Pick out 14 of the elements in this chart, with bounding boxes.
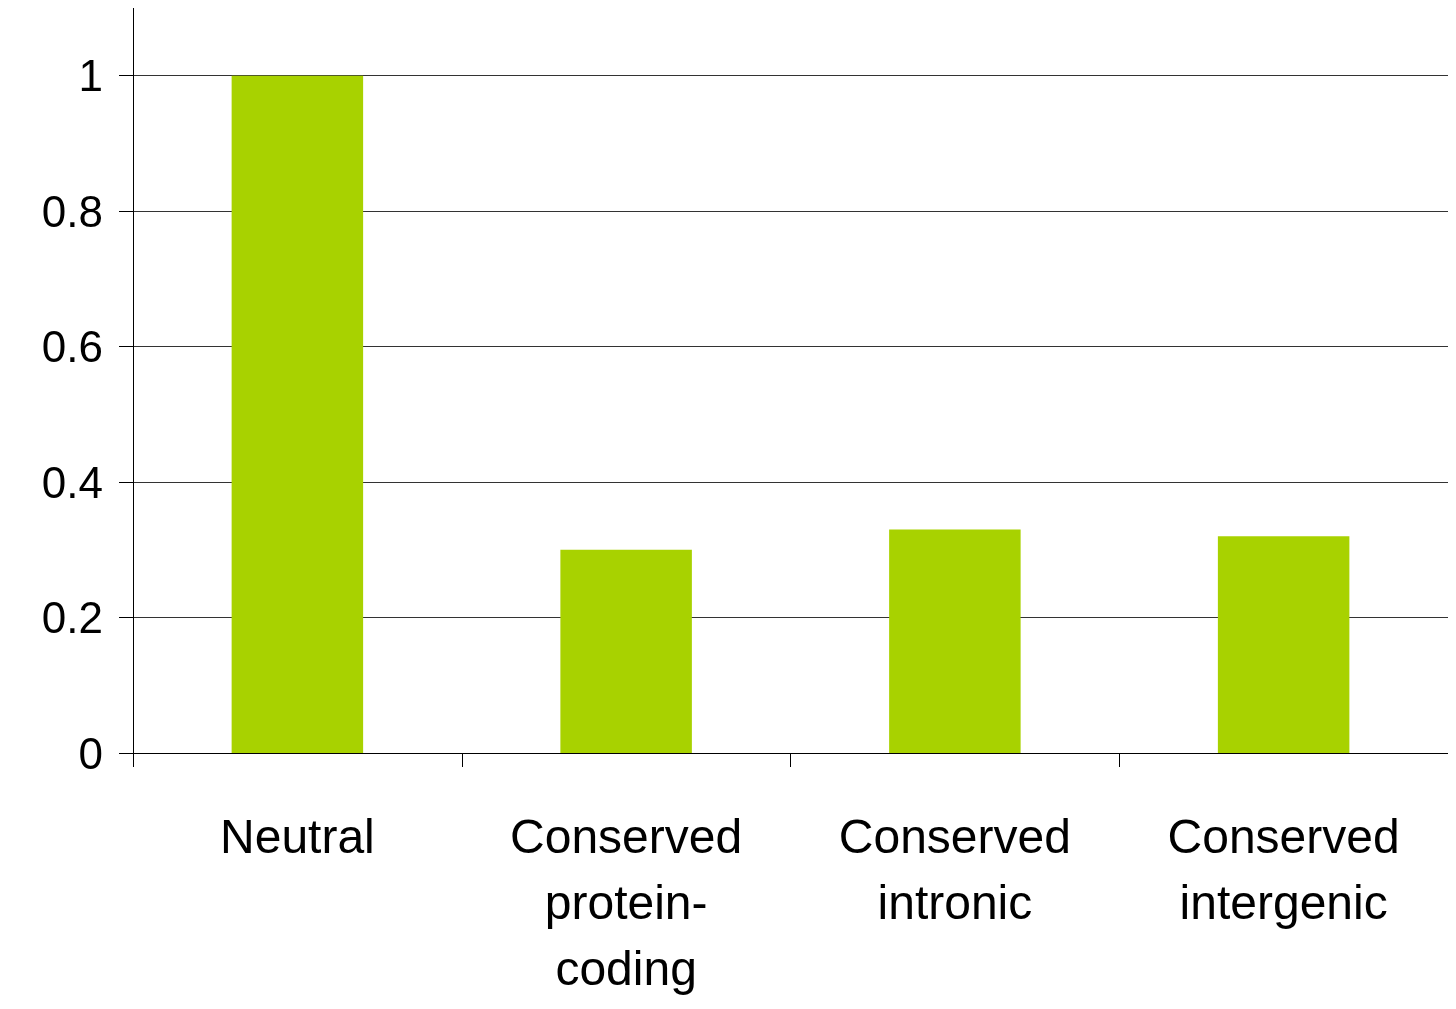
y-tick-label: 0.4 [41,457,103,507]
y-tick-label: 1 [78,51,103,101]
bar [889,529,1021,753]
x-tick-label: Neutral [220,809,375,863]
y-tick-label: 0 [78,728,103,778]
bar [231,75,364,753]
y-tick-label: 0.2 [41,593,103,643]
x-tick-label: Conserved protein-coding [510,809,743,995]
x-tick-label: Conserved intergenic [1167,809,1400,929]
bar [560,549,692,753]
y-tick-label: 0.8 [41,186,103,236]
bar [1217,536,1350,753]
y-tick-label: 0.6 [41,322,103,372]
x-tick-label: Conserved intronic [838,809,1071,929]
